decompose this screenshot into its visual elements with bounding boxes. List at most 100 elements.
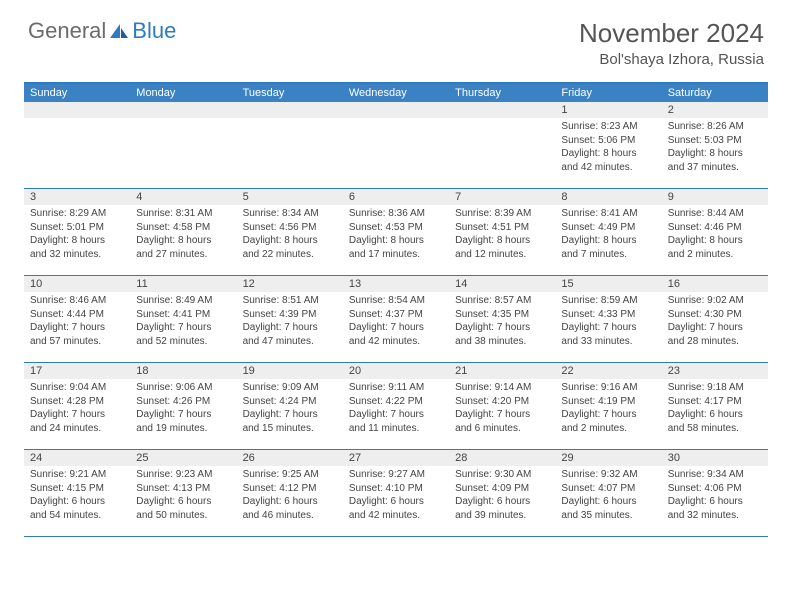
day-body: Sunrise: 8:23 AMSunset: 5:06 PMDaylight:… [555,120,661,174]
day-number [449,102,555,118]
daylight-text: Daylight: 7 hours and 42 minutes. [349,321,443,348]
dow-cell: Monday [130,84,236,102]
day-cell: 23Sunrise: 9:18 AMSunset: 4:17 PMDayligh… [662,363,768,449]
day-body: Sunrise: 8:39 AMSunset: 4:51 PMDaylight:… [449,207,555,261]
day-cell: 15Sunrise: 8:59 AMSunset: 4:33 PMDayligh… [555,276,661,362]
day-number: 12 [237,276,343,292]
calendar: SundayMondayTuesdayWednesdayThursdayFrid… [24,82,768,537]
title-block: November 2024 Bol'shaya Izhora, Russia [579,18,764,68]
day-body: Sunrise: 9:11 AMSunset: 4:22 PMDaylight:… [343,381,449,435]
daylight-text: Daylight: 8 hours and 7 minutes. [561,234,655,261]
day-cell: 8 Sunrise: 8:41 AMSunset: 4:49 PMDaylight… [555,189,661,275]
sunrise-text: Sunrise: 8:31 AM [136,207,230,221]
day-number: 5 [237,189,343,205]
day-number: 4 [130,189,236,205]
day-number [130,102,236,118]
sunset-text: Sunset: 4:06 PM [668,482,762,496]
daylight-text: Daylight: 7 hours and 57 minutes. [30,321,124,348]
daylight-text: Daylight: 8 hours and 22 minutes. [243,234,337,261]
day-body: Sunrise: 8:31 AMSunset: 4:58 PMDaylight:… [130,207,236,261]
sunrise-text: Sunrise: 8:39 AM [455,207,549,221]
day-cell: 4 Sunrise: 8:31 AMSunset: 4:58 PMDaylight… [130,189,236,275]
day-number: 27 [343,450,449,466]
day-cell: 22Sunrise: 9:16 AMSunset: 4:19 PMDayligh… [555,363,661,449]
day-number: 11 [130,276,236,292]
day-number: 9 [662,189,768,205]
day-body: Sunrise: 9:32 AMSunset: 4:07 PMDaylight:… [555,468,661,522]
sunrise-text: Sunrise: 9:30 AM [455,468,549,482]
sunrise-text: Sunrise: 8:29 AM [30,207,124,221]
day-number: 8 [555,189,661,205]
daylight-text: Daylight: 7 hours and 19 minutes. [136,408,230,435]
day-number [343,102,449,118]
sunrise-text: Sunrise: 8:44 AM [668,207,762,221]
sunrise-text: Sunrise: 9:21 AM [30,468,124,482]
sunset-text: Sunset: 5:01 PM [30,221,124,235]
day-body: Sunrise: 8:44 AMSunset: 4:46 PMDaylight:… [662,207,768,261]
day-number: 18 [130,363,236,379]
sunrise-text: Sunrise: 9:09 AM [243,381,337,395]
sunset-text: Sunset: 4:12 PM [243,482,337,496]
day-body: Sunrise: 9:09 AMSunset: 4:24 PMDaylight:… [237,381,343,435]
day-number: 25 [130,450,236,466]
sunrise-text: Sunrise: 8:41 AM [561,207,655,221]
daylight-text: Daylight: 6 hours and 42 minutes. [349,495,443,522]
daylight-text: Daylight: 6 hours and 46 minutes. [243,495,337,522]
dow-cell: Sunday [24,84,130,102]
day-cell: 27Sunrise: 9:27 AMSunset: 4:10 PMDayligh… [343,450,449,536]
day-number: 14 [449,276,555,292]
day-body: Sunrise: 8:46 AMSunset: 4:44 PMDaylight:… [24,294,130,348]
sunrise-text: Sunrise: 9:27 AM [349,468,443,482]
day-body: Sunrise: 9:14 AMSunset: 4:20 PMDaylight:… [449,381,555,435]
daylight-text: Daylight: 6 hours and 35 minutes. [561,495,655,522]
day-body: Sunrise: 8:36 AMSunset: 4:53 PMDaylight:… [343,207,449,261]
daylight-text: Daylight: 7 hours and 24 minutes. [30,408,124,435]
daylight-text: Daylight: 7 hours and 28 minutes. [668,321,762,348]
dow-cell: Thursday [449,84,555,102]
day-body: Sunrise: 9:18 AMSunset: 4:17 PMDaylight:… [662,381,768,435]
day-body: Sunrise: 8:54 AMSunset: 4:37 PMDaylight:… [343,294,449,348]
day-number: 30 [662,450,768,466]
day-cell: 7Sunrise: 8:39 AMSunset: 4:51 PMDaylight… [449,189,555,275]
daylight-text: Daylight: 8 hours and 37 minutes. [668,147,762,174]
day-number: 1 [555,102,661,118]
daylight-text: Daylight: 7 hours and 15 minutes. [243,408,337,435]
day-cell: 16Sunrise: 9:02 AMSunset: 4:30 PMDayligh… [662,276,768,362]
day-cell: 29Sunrise: 9:32 AMSunset: 4:07 PMDayligh… [555,450,661,536]
logo-text-general: General [28,18,106,44]
day-body: Sunrise: 8:34 AMSunset: 4:56 PMDaylight:… [237,207,343,261]
day-body: Sunrise: 8:26 AMSunset: 5:03 PMDaylight:… [662,120,768,174]
day-number: 22 [555,363,661,379]
daylight-text: Daylight: 8 hours and 42 minutes. [561,147,655,174]
location: Bol'shaya Izhora, Russia [579,51,764,68]
sunset-text: Sunset: 4:49 PM [561,221,655,235]
sunrise-text: Sunrise: 8:51 AM [243,294,337,308]
dow-cell: Friday [555,84,661,102]
day-cell: 17Sunrise: 9:04 AMSunset: 4:28 PMDayligh… [24,363,130,449]
day-cell: 3Sunrise: 8:29 AMSunset: 5:01 PMDaylight… [24,189,130,275]
sunrise-text: Sunrise: 9:14 AM [455,381,549,395]
dow-cell: Saturday [662,84,768,102]
day-cell: 9 Sunrise: 8:44 AMSunset: 4:46 PMDaylight… [662,189,768,275]
day-cell: 24Sunrise: 9:21 AMSunset: 4:15 PMDayligh… [24,450,130,536]
day-cell [24,102,130,188]
sunrise-text: Sunrise: 8:54 AM [349,294,443,308]
daylight-text: Daylight: 6 hours and 32 minutes. [668,495,762,522]
sunset-text: Sunset: 4:46 PM [668,221,762,235]
sunrise-text: Sunrise: 9:04 AM [30,381,124,395]
sunset-text: Sunset: 4:24 PM [243,395,337,409]
header: General Blue November 2024 Bol'shaya Izh… [0,0,792,76]
day-number: 2 [662,102,768,118]
daylight-text: Daylight: 6 hours and 50 minutes. [136,495,230,522]
sunrise-text: Sunrise: 8:46 AM [30,294,124,308]
week-row: 3 Sunrise: 8:29 AMSunset: 5:01 PM Daylight… [24,189,768,276]
dow-cell: Tuesday [237,84,343,102]
day-cell: 18Sunrise: 9:06 AMSunset: 4:26 PMDayligh… [130,363,236,449]
day-number: 3 [24,189,130,205]
day-number: 19 [237,363,343,379]
sunset-text: Sunset: 5:03 PM [668,134,762,148]
sunset-text: Sunset: 4:30 PM [668,308,762,322]
day-body: Sunrise: 9:02 AMSunset: 4:30 PMDaylight:… [662,294,768,348]
daylight-text: Daylight: 7 hours and 2 minutes. [561,408,655,435]
day-number: 24 [24,450,130,466]
